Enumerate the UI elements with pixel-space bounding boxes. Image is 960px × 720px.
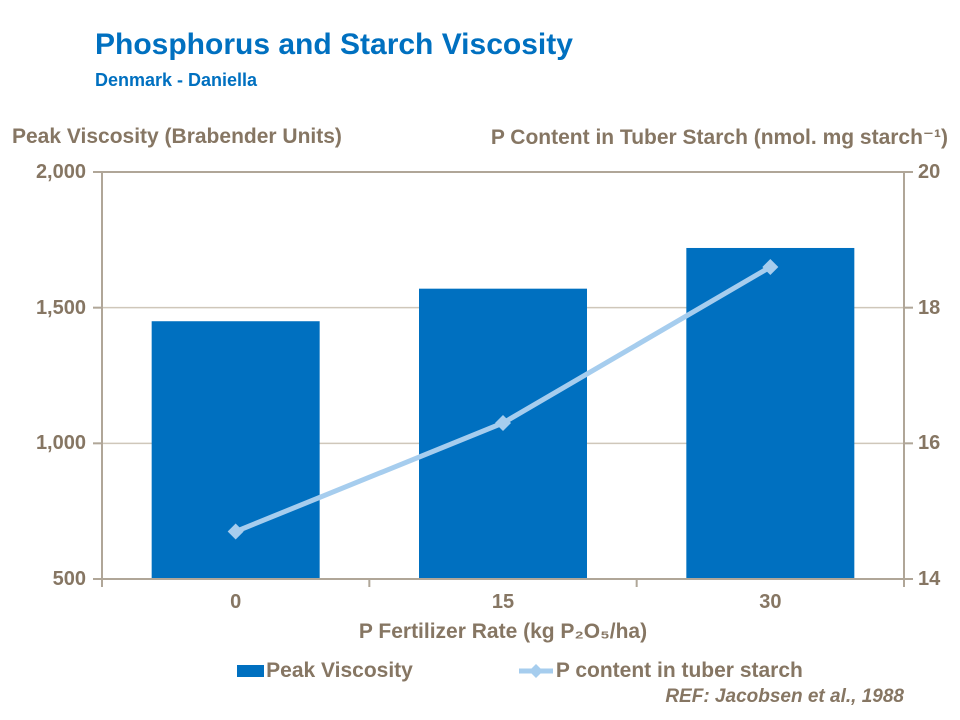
right-axis-tick-label: 20 — [918, 161, 941, 183]
legend-item-peak-viscosity: Peak Viscosity — [237, 659, 413, 683]
p-content-marker-diamond — [495, 414, 511, 431]
x-axis-tick-label: 0 — [230, 591, 242, 613]
p-content-marker-diamond — [762, 258, 779, 275]
legend: Peak Viscosity P content in tuber starch — [80, 659, 960, 683]
right-axis-title: P Content in Tuber Starch (nmol. mg star… — [490, 126, 948, 149]
left-axis-tick-label: 1,000 — [35, 432, 86, 455]
left-axis-title: Peak Viscosity (Brabender Units) — [12, 125, 342, 148]
p-content-marker-diamond — [227, 523, 244, 540]
legend-label: P content in tuber starch — [555, 659, 803, 682]
bar-peak-viscosity — [686, 247, 855, 579]
bar-swatch-icon — [237, 665, 265, 677]
right-axis-tick-label: 14 — [918, 568, 941, 590]
x-axis-tick-label: 30 — [759, 591, 782, 613]
bar-peak-viscosity — [151, 321, 320, 579]
x-axis-title: P Fertilizer Rate (kg P₂O₅/ha) — [358, 620, 648, 643]
legend-item-p-content: P content in tuber starch — [518, 659, 803, 683]
left-axis-tick-label: 500 — [52, 568, 86, 590]
chart-title: Phosphorus and Starch Viscosity — [95, 28, 573, 61]
right-axis-tick-label: 18 — [918, 296, 941, 319]
left-axis-tick-label: 2,000 — [35, 161, 86, 183]
legend-label: Peak Viscosity — [266, 659, 413, 682]
left-axis-tick-label: 1,500 — [35, 296, 86, 319]
chart-subtitle: Denmark - Daniella — [95, 70, 258, 90]
right-axis-tick-label: 16 — [918, 432, 941, 455]
x-axis-tick-label: 15 — [491, 591, 515, 613]
line-diamond-swatch-icon — [518, 664, 553, 678]
bar-peak-viscosity — [419, 288, 587, 579]
reference-citation: REF: Jacobsen et al., 1988 — [665, 686, 904, 707]
